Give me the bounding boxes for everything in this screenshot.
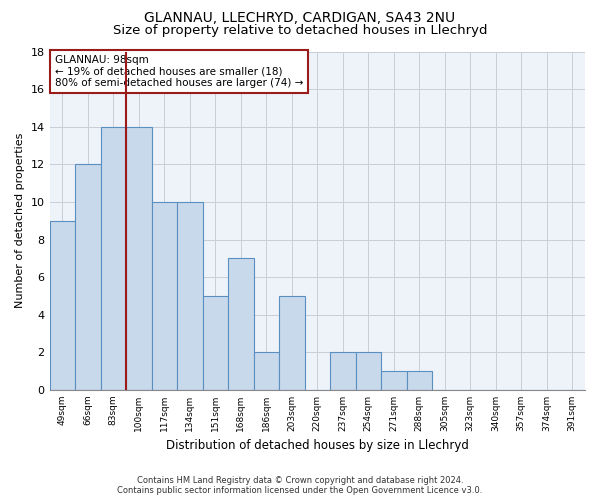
Bar [152, 202, 177, 390]
X-axis label: Distribution of detached houses by size in Llechryd: Distribution of detached houses by size … [166, 440, 469, 452]
Bar [228, 258, 254, 390]
Bar [101, 126, 126, 390]
Text: Size of property relative to detached houses in Llechryd: Size of property relative to detached ho… [113, 24, 487, 37]
Bar [75, 164, 101, 390]
Bar [203, 296, 228, 390]
Bar [381, 371, 407, 390]
Bar [254, 352, 279, 390]
Bar [50, 220, 75, 390]
Bar [279, 296, 305, 390]
Bar [126, 126, 152, 390]
Bar [177, 202, 203, 390]
Bar [407, 371, 432, 390]
Text: Contains HM Land Registry data © Crown copyright and database right 2024.
Contai: Contains HM Land Registry data © Crown c… [118, 476, 482, 495]
Text: GLANNAU, LLECHRYD, CARDIGAN, SA43 2NU: GLANNAU, LLECHRYD, CARDIGAN, SA43 2NU [145, 11, 455, 25]
Y-axis label: Number of detached properties: Number of detached properties [15, 133, 25, 308]
Bar [356, 352, 381, 390]
Bar [330, 352, 356, 390]
Text: GLANNAU: 98sqm
← 19% of detached houses are smaller (18)
80% of semi-detached ho: GLANNAU: 98sqm ← 19% of detached houses … [55, 55, 303, 88]
